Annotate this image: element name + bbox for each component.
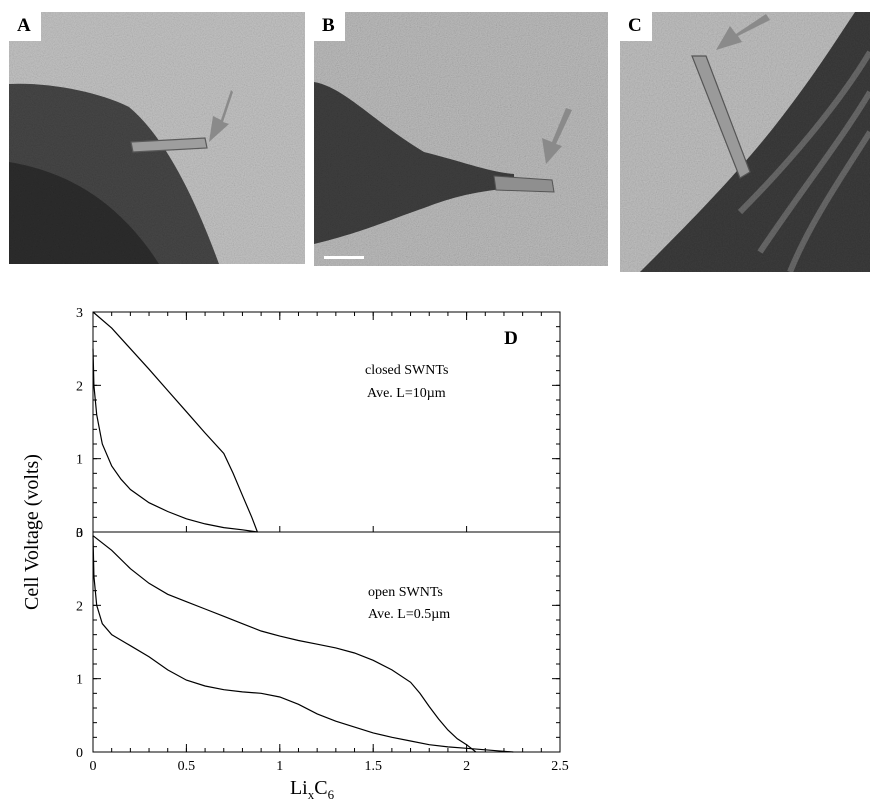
series-line-closed (92, 348, 258, 533)
closed-annotation-line1: closed SWNTs (365, 363, 448, 378)
panel-label: C (620, 12, 652, 41)
arrow-icon (716, 14, 770, 50)
chart-curves (92, 311, 514, 753)
y-axis-label: Cell Voltage (volts) (21, 454, 43, 610)
y-tick-label: 1 (76, 673, 83, 688)
series-line-open (92, 535, 514, 753)
series-line-open (92, 535, 477, 753)
open-annotation-line2: Ave. L=0.5µm (368, 607, 450, 622)
micrograph-panel-c: C (620, 12, 870, 272)
arrow-icon (209, 90, 233, 142)
open-annotation-line1: open SWNTs (368, 585, 443, 600)
y-tick-label: 3 (76, 526, 83, 541)
x-axis-label: LixC6 (290, 777, 335, 802)
scale-bar (324, 256, 364, 259)
x-tick-label: 2.5 (551, 759, 569, 774)
y-tick-label: 3 (76, 306, 83, 321)
micrograph-panel-a: A (9, 12, 305, 264)
closed-annotation-line2: Ave. L=10µm (367, 386, 446, 401)
panel-label: A (9, 12, 41, 41)
y-tick-label: 0 (76, 526, 83, 541)
y-tick-label: 2 (76, 599, 83, 614)
chart-panel-label: D (504, 328, 518, 349)
arrow-icon (542, 108, 572, 164)
x-tick-label: 1.5 (364, 759, 382, 774)
micrograph-panel-b: B (314, 12, 608, 266)
x-tick-label: 1 (276, 759, 283, 774)
y-tick-label: 2 (76, 379, 83, 394)
micrograph-b-image (314, 12, 608, 266)
micrograph-c-image (620, 12, 870, 272)
x-tick-label: 0 (90, 759, 97, 774)
y-tick-label: 0 (76, 746, 83, 761)
series-line-closed (92, 311, 258, 533)
panel-label: B (314, 12, 345, 41)
x-tick-label: 2 (463, 759, 470, 774)
x-tick-label: 0.5 (178, 759, 196, 774)
micrograph-a-image (9, 12, 305, 264)
y-tick-label: 1 (76, 453, 83, 468)
